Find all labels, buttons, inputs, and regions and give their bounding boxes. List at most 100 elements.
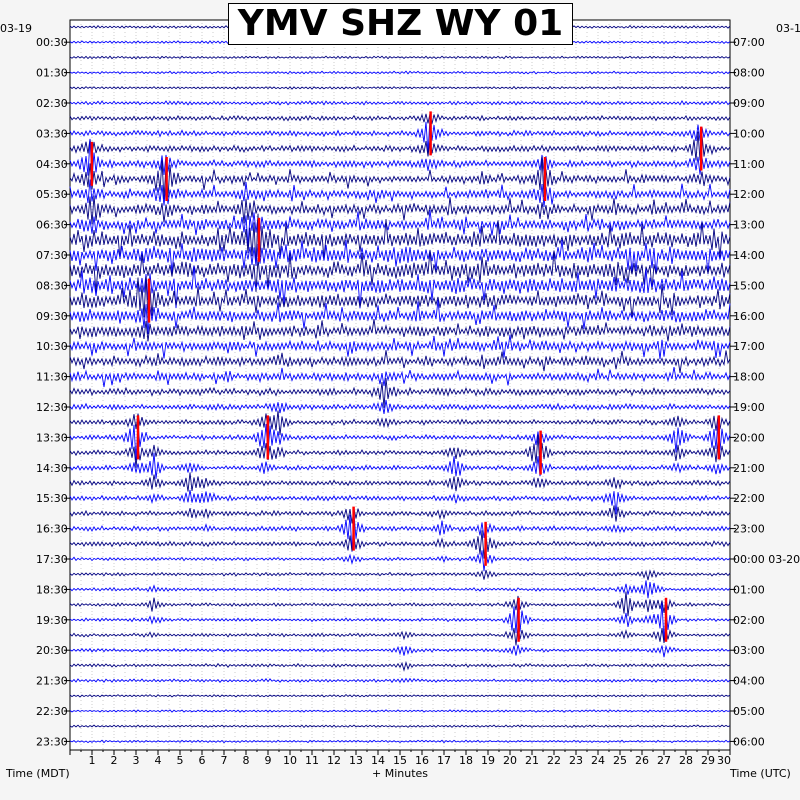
x-tick-label: 7 — [221, 754, 228, 767]
right-time-label: 16:00 — [733, 310, 765, 323]
right-time-label: 01:00 — [733, 583, 765, 596]
x-tick-label: 8 — [243, 754, 250, 767]
seismic-trace — [69, 513, 731, 552]
x-axis-right-label: Time (UTC) — [729, 767, 791, 780]
left-time-labels: 00:30 01:30 02:30 03:30 04:30 05:30 06:30 07:30… — [36, 36, 70, 748]
left-time-label: 08:30 — [36, 279, 68, 292]
left-time-label: 21:30 — [36, 675, 68, 688]
left-time-label: 19:30 — [36, 614, 68, 627]
seismic-trace — [69, 213, 731, 267]
left-time-label: 14:30 — [36, 462, 68, 475]
seismic-trace — [69, 489, 731, 515]
x-tick-label: 28 — [679, 754, 693, 767]
right-time-label: 19:00 — [733, 401, 765, 414]
x-tick-label: 19 — [481, 754, 495, 767]
seismic-trace — [69, 117, 731, 154]
seismic-trace — [69, 693, 731, 698]
left-time-label: 02:30 — [36, 97, 68, 110]
seismic-trace — [69, 550, 731, 572]
seismic-trace — [69, 569, 731, 581]
right-time-label: 03:00 — [733, 644, 765, 657]
right-time-label: 15:00 — [733, 279, 765, 292]
x-tick-label: 12 — [327, 754, 341, 767]
right-date-label: 03-1 — [776, 22, 800, 35]
right-time-label: 11:00 — [733, 158, 765, 171]
right-time-labels: 07:00 08:00 09:00 10:00 11:00 12:00 13:00 14:00… — [730, 36, 800, 748]
right-time-label: 12:00 — [733, 188, 765, 201]
seismic-trace — [69, 644, 731, 658]
x-axis-left-label: Time (MDT) — [5, 767, 70, 780]
seismic-trace — [69, 452, 731, 479]
seismic-trace — [69, 334, 731, 360]
x-tick-label: 23 — [569, 754, 583, 767]
right-time-label: 07:00 — [733, 36, 765, 49]
x-tick-label: 1 — [89, 754, 96, 767]
seismic-trace — [69, 195, 731, 225]
seismic-trace — [69, 99, 731, 106]
left-time-label: 16:30 — [36, 523, 68, 536]
seismic-trace — [69, 85, 731, 90]
right-time-label: 22:00 — [733, 492, 765, 505]
x-tick-label: 10 — [283, 754, 297, 767]
x-tick-label: 21 — [525, 754, 539, 767]
seismic-trace — [69, 580, 731, 599]
seismic-trace — [69, 240, 731, 275]
left-time-label: 15:30 — [36, 492, 68, 505]
x-tick-label: 15 — [393, 754, 407, 767]
seismic-trace — [69, 591, 731, 617]
left-time-label: 06:30 — [36, 219, 68, 232]
x-tick-label: 14 — [371, 754, 385, 767]
x-tick-label: 11 — [305, 754, 319, 767]
seismic-trace — [69, 724, 731, 729]
seismic-trace — [69, 318, 731, 342]
left-time-label: 10:30 — [36, 340, 68, 353]
right-time-label: 09:00 — [733, 97, 765, 110]
seismic-trace — [69, 367, 731, 388]
seismic-trace — [69, 209, 731, 247]
left-time-label: 20:30 — [36, 644, 68, 657]
left-time-label: 01:30 — [36, 67, 68, 80]
seismic-trace — [69, 113, 731, 124]
seismic-trace — [69, 530, 731, 559]
plot-frame — [69, 19, 731, 751]
seismic-trace — [69, 138, 731, 180]
left-time-label: 03:30 — [36, 127, 68, 140]
seismic-trace — [69, 378, 731, 408]
seismic-trace — [69, 131, 731, 161]
x-tick-label: 18 — [459, 754, 473, 767]
seismic-trace — [69, 55, 731, 60]
chart-title: YMV SHZ WY 01 — [228, 3, 573, 45]
x-tick-label: 26 — [635, 754, 649, 767]
left-time-label: 17:30 — [36, 553, 68, 566]
seismic-trace — [69, 505, 731, 524]
x-tick-label: 2 — [111, 754, 118, 767]
right-time-label: 20:00 — [733, 431, 765, 444]
left-time-label: 18:30 — [36, 583, 68, 596]
right-time-label: 21:00 — [733, 462, 765, 475]
x-tick-label: 6 — [199, 754, 206, 767]
x-tick-label: 22 — [547, 754, 561, 767]
left-time-label: 23:30 — [36, 735, 68, 748]
x-tick-label: 16 — [415, 754, 429, 767]
right-time-label: 13:00 — [733, 219, 765, 232]
seismic-trace — [69, 709, 731, 713]
seismic-trace — [69, 179, 731, 208]
seismic-trace — [69, 249, 731, 293]
right-time-label: 05:00 — [733, 705, 765, 718]
x-axis-label: + Minutes — [372, 767, 428, 780]
seismic-trace — [69, 299, 731, 335]
x-tick-label: 17 — [437, 754, 451, 767]
left-time-label: 22:30 — [36, 705, 68, 718]
left-time-label: 05:30 — [36, 188, 68, 201]
x-tick-label: 5 — [177, 754, 184, 767]
left-time-label: 07:30 — [36, 249, 68, 262]
grid-lines — [80, 20, 720, 750]
seismic-trace — [69, 156, 731, 200]
right-time-label: 02:00 — [733, 614, 765, 627]
left-time-label: 13:30 — [36, 431, 68, 444]
x-tick-label: 27 — [657, 754, 671, 767]
x-tick-label: 13 — [349, 754, 363, 767]
seismic-trace — [69, 276, 731, 319]
left-time-label: 04:30 — [36, 158, 68, 171]
